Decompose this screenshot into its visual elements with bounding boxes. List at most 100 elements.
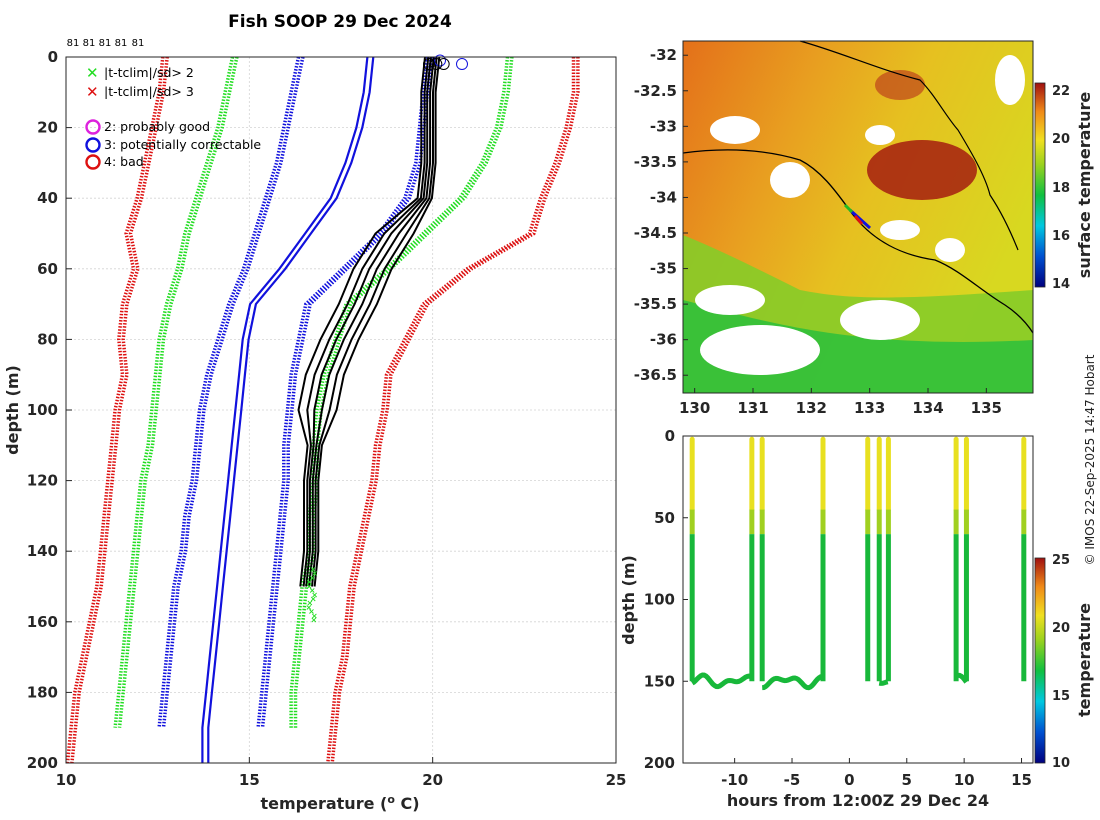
- series-line-clim-3sd: [65, 56, 165, 764]
- track-flag: [853, 215, 864, 225]
- coastline: [682, 149, 1034, 334]
- profile-ticks: 10 15 20 25 0 20 40 60 80 100 120 140 160 180 200: [27, 48, 627, 789]
- profile-count-labels: 81 81 81 81 81: [67, 38, 145, 49]
- cb-tick: 18: [1052, 181, 1070, 196]
- cb-tick: 15: [1052, 689, 1070, 704]
- y-tick-label: 150: [644, 672, 675, 690]
- legend-label: 3: potentially correctable: [104, 137, 261, 152]
- surface-circle: [423, 58, 435, 71]
- series-line-clim-2sd: [113, 56, 235, 728]
- x-tick-label: 134: [912, 399, 943, 417]
- y-tick-label: 120: [27, 472, 58, 490]
- series-line-clim-2sd: [293, 56, 514, 728]
- y-tick-label: -34: [650, 188, 677, 206]
- unit-c: C): [395, 794, 420, 813]
- y-tick-label: -36: [650, 331, 677, 349]
- y-tick-label: 200: [27, 754, 58, 772]
- surface-flag-circle: [456, 58, 468, 71]
- flag-marker: ×: [310, 595, 317, 604]
- section-axes-frame: [682, 435, 1034, 764]
- flag-marker: ×: [306, 578, 313, 587]
- x-tick-label: 132: [796, 399, 827, 417]
- x-tick-label: 130: [679, 399, 710, 417]
- surface-flag-circle: [434, 54, 446, 67]
- section-drops: [689, 436, 1027, 691]
- x-tick-label: 10: [954, 771, 975, 789]
- profile-x-label: temperature (o C): [260, 793, 419, 813]
- y-tick-label: -35: [650, 260, 677, 278]
- cb-tick: 20: [1052, 132, 1070, 147]
- x-tick-label: 0: [844, 771, 854, 789]
- y-tick-label: 160: [27, 613, 58, 631]
- surface-circle: [430, 58, 443, 71]
- series-line-clim-3sd: [330, 57, 580, 764]
- map-colorbar: [1034, 82, 1046, 288]
- y-tick-label: -36.5: [634, 366, 677, 384]
- y-tick-label: 100: [27, 401, 58, 419]
- flag-marker: ×: [307, 599, 314, 608]
- legend: ✕ |t-tclim|/sd> 2 ✕ |t-tclim|/sd> 3 2: p…: [85, 64, 261, 170]
- flag-marker: ×: [310, 565, 317, 574]
- section-bottom-trace: [878, 679, 889, 686]
- series-line-observed-profile: [305, 56, 432, 587]
- x-tick-label: 133: [854, 399, 885, 417]
- legend-marker-circle-blue: [85, 137, 101, 153]
- cb-tick: 14: [1052, 277, 1070, 292]
- legend-marker-x-green: ✕: [86, 64, 99, 82]
- x-tick-label: 131: [737, 399, 768, 417]
- x-tick-label: 10: [56, 771, 77, 789]
- sst-field: [683, 41, 1033, 393]
- flag-marker: ×: [311, 590, 318, 599]
- track-good: [843, 203, 854, 214]
- cb-tick: 22: [1052, 84, 1070, 99]
- y-tick-label: 60: [37, 260, 58, 278]
- y-tick-label: 200: [644, 754, 675, 772]
- section-colorbar-label: temperature: [1075, 603, 1094, 717]
- map-colorbar-label: surface temperature: [1075, 92, 1094, 279]
- series-line-clim-3sd: [70, 56, 169, 764]
- x-tick-label: -5: [784, 771, 801, 789]
- series-line-clim-3sd: [326, 57, 576, 764]
- section-bottom-trace: [690, 672, 752, 690]
- legend-label: 4: bad: [104, 154, 144, 169]
- sst-warm-core: [867, 140, 977, 200]
- x-tick-label: -10: [721, 771, 748, 789]
- y-tick-label: 180: [27, 683, 58, 701]
- legend-label: |t-tclim|/sd> 3: [104, 84, 194, 99]
- series-line-observed-profile: [311, 56, 438, 587]
- map-panel: 130 131 132 133 134 135 -32 -32.5 -33 -33.5 -34 -34…: [634, 40, 1094, 417]
- ship-track: [843, 203, 872, 230]
- section-colorbar-ticks: 25 20 15 10: [1052, 553, 1070, 771]
- legend-marker-x-red: ✕: [86, 83, 99, 101]
- y-tick-label: 100: [644, 591, 675, 609]
- y-tick-label: 0: [665, 427, 675, 445]
- x-tick-label: 15: [239, 771, 260, 789]
- series-line-clim-2sd: [117, 56, 239, 728]
- cb-tick: 20: [1052, 621, 1070, 636]
- x-tick-label: 5: [902, 771, 912, 789]
- profile-y-label: depth (m): [3, 365, 22, 455]
- count-label: 81: [67, 38, 80, 49]
- x-tick-label: 20: [422, 771, 443, 789]
- profile-panel: ××××××××××××× 10 15 20 25020406080100120140…: [3, 48, 626, 813]
- section-bottom-trace: [762, 673, 823, 691]
- y-tick-label: 50: [654, 509, 675, 527]
- series-line-clim-mean: [207, 56, 375, 763]
- legend-label: |t-tclim|/sd> 2: [104, 65, 194, 80]
- series-line-observed-profile: [313, 56, 441, 587]
- y-tick-label: -33: [650, 117, 677, 135]
- flag-marker: ×: [311, 611, 318, 620]
- y-tick-label: 140: [27, 542, 58, 560]
- y-tick-label: -34.5: [634, 224, 677, 242]
- y-tick-label: -33.5: [634, 153, 677, 171]
- count-label: 81: [115, 38, 128, 49]
- figure-title: Fish SOOP 29 Dec 2024: [228, 12, 452, 32]
- cb-tick: 25: [1052, 553, 1070, 568]
- profile-lines: ×××××××××××××: [65, 54, 580, 764]
- credit-text: © IMOS 22-Sep-2025 14:47 Hobart: [1083, 354, 1097, 565]
- flag-marker: ×: [306, 603, 313, 612]
- series-line-observed-profile: [302, 56, 430, 587]
